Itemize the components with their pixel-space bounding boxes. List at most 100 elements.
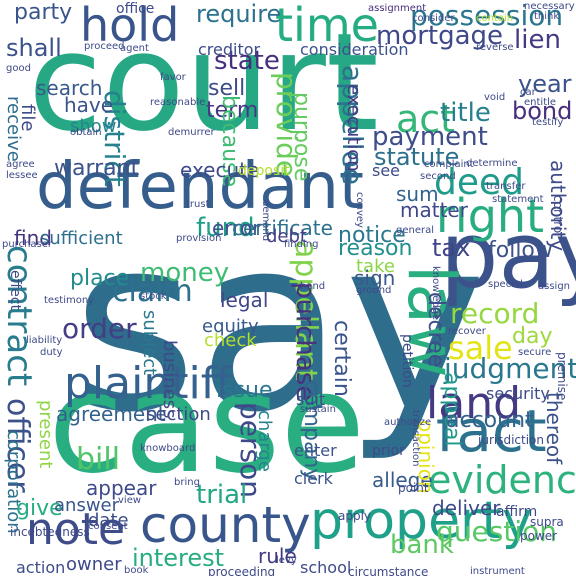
word-term: term <box>206 98 259 123</box>
word-case: case <box>48 343 366 504</box>
word-favor: favor <box>160 72 186 83</box>
word-give: give <box>16 496 63 521</box>
word-contract: contract <box>0 245 39 387</box>
word-reason: reason <box>338 236 413 261</box>
word-require: require <box>196 0 282 28</box>
word-mortgage: mortgage <box>376 21 504 51</box>
word-see: see <box>372 161 401 180</box>
word-consideration: consideration <box>300 40 409 59</box>
word-claim: claim <box>112 274 193 309</box>
word-action: action <box>16 558 66 576</box>
word-secure: secure <box>518 347 552 358</box>
word-bill: bill <box>76 442 121 477</box>
word-section: section <box>146 404 211 425</box>
word-day: day <box>512 324 553 349</box>
word-time: time <box>275 0 379 52</box>
word-bank: bank <box>390 530 454 560</box>
word-thereof: thereof <box>542 392 566 465</box>
word-property: property <box>310 491 533 551</box>
word-agree: agree <box>6 159 35 170</box>
word-party: party <box>14 0 73 25</box>
word-owner: owner <box>66 554 122 575</box>
word-charge: charge <box>254 410 275 472</box>
word-apply: apply <box>338 509 372 523</box>
word-obtain: obtain <box>70 127 102 138</box>
word-prior: prior <box>372 443 405 459</box>
word-land: land <box>426 378 522 429</box>
word-judgment: judgment <box>444 352 576 385</box>
word-find: find <box>14 226 52 250</box>
word-levy: levy <box>276 555 297 566</box>
word-effect: effect <box>7 270 23 311</box>
word-reverse: reverse <box>476 42 514 53</box>
word-subject: subject <box>139 310 160 376</box>
word-record: record <box>450 297 540 330</box>
word-good: good <box>6 63 31 74</box>
word-necessary: necessary <box>524 1 575 12</box>
word-school: school <box>300 558 352 576</box>
word-certain: certain <box>329 320 354 397</box>
word-jurisdiction: jurisdiction <box>478 433 544 447</box>
word-plaintiff: plaintiff <box>64 358 232 409</box>
word-issue: issue <box>216 378 273 403</box>
word-certificate: certificate <box>232 216 333 240</box>
word-security: security <box>486 384 550 403</box>
word-matter: matter <box>400 198 468 222</box>
word-lien: lien <box>514 25 561 55</box>
word-incebtedness: incebtedness <box>10 525 90 539</box>
word-agent: agent <box>120 43 149 54</box>
word-petition: petition <box>399 334 415 388</box>
word-sum: sum <box>396 182 439 206</box>
word-state: state <box>214 46 280 76</box>
word-knowledge: knowledge <box>430 266 441 321</box>
word-allege: allege <box>372 468 433 492</box>
word-interest: interest <box>132 544 225 572</box>
word-circumstance: circumstance <box>348 565 429 576</box>
word-search: search <box>36 76 103 100</box>
word-deposit: deposit <box>238 163 290 179</box>
word-statute: statute <box>374 143 460 171</box>
word-consider: consider <box>412 13 455 24</box>
word-possession: possession <box>410 0 564 32</box>
word-error: error <box>212 216 261 240</box>
word-convey: convey <box>354 192 365 228</box>
word-affirm: affirm <box>496 504 538 520</box>
word-year: year <box>518 70 572 98</box>
word-control: control <box>551 195 565 237</box>
word-general: general <box>396 225 435 236</box>
word-sustain: sustain <box>300 404 336 415</box>
word-consent: consent <box>88 521 128 532</box>
word-deliver: deliver <box>432 496 501 520</box>
word-purchaser: purchaser <box>2 239 53 250</box>
word-execution: execution <box>343 84 364 172</box>
word-knowboard: knowboard <box>140 443 196 454</box>
word-shall: shall <box>6 34 62 62</box>
word-transfer: transfer <box>486 181 526 192</box>
word-testimony: testimony <box>44 295 95 306</box>
word-proceeding: proceeding <box>208 565 276 576</box>
word-agreement: agreement <box>56 402 166 426</box>
word-show: show <box>70 116 117 137</box>
word-check: check <box>204 330 257 351</box>
word-reasonable: reasonable <box>150 97 206 108</box>
word-defendant: defendant <box>36 150 364 224</box>
word-car: car <box>520 87 536 98</box>
word-premise: premise <box>555 352 569 401</box>
word-place: place <box>70 266 130 291</box>
word-office: office <box>116 1 155 17</box>
word-view: view <box>118 495 142 506</box>
word-instrument: instrument <box>470 566 525 576</box>
word-pay: pay <box>440 202 576 309</box>
word-liability: liability <box>26 335 63 346</box>
word-creditor: creditor <box>198 40 261 59</box>
word-lessee: lessee <box>6 170 38 181</box>
word-payment: payment <box>372 122 488 152</box>
word-take: take <box>356 256 395 277</box>
word-bring: bring <box>174 477 200 488</box>
word-title: title <box>440 98 491 128</box>
word-statement: statement <box>492 194 544 205</box>
word-book: book <box>124 565 149 576</box>
word-question: question <box>436 515 557 548</box>
word-trial: trial <box>196 480 248 510</box>
